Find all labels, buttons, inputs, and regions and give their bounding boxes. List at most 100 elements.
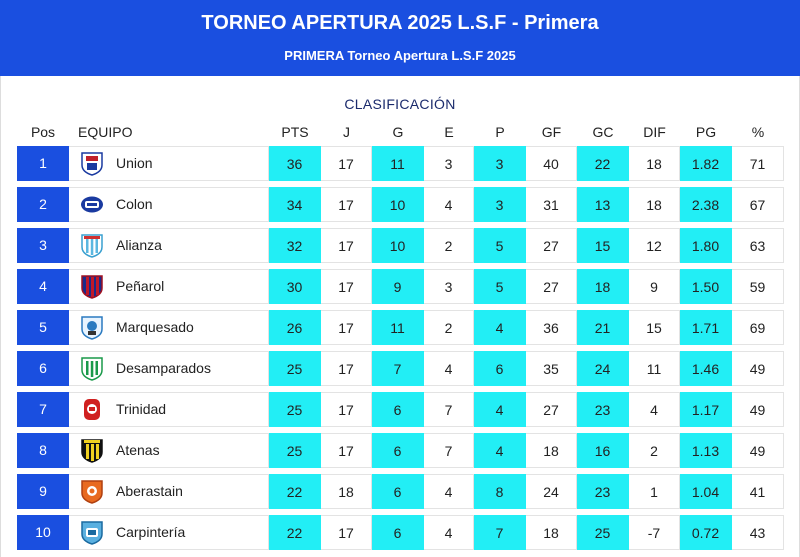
cell-gf: 24 [526, 474, 577, 509]
trinidad-crest-icon [79, 397, 105, 422]
cell-pts: 34 [269, 187, 321, 222]
cell-p: 4 [474, 392, 526, 427]
cell-dif: 18 [629, 187, 680, 222]
team-name[interactable]: Union [116, 155, 153, 171]
cell-gf: 27 [526, 228, 577, 263]
cell-p: 8 [474, 474, 526, 509]
cell-gf: 27 [526, 392, 577, 427]
cell-pts: 22 [269, 474, 321, 509]
cell-p: 4 [474, 433, 526, 468]
page-title: TORNEO APERTURA 2025 L.S.F - Primera [201, 12, 599, 34]
table-row[interactable]: 6 25 17 7 4 6 35 24 11 1.46 49 Desamparados [17, 351, 784, 386]
cell-e: 4 [424, 474, 474, 509]
cell-dif: 11 [629, 351, 680, 386]
table-row[interactable]: 10 22 17 6 4 7 18 25 -7 0.72 43 Carpintería [17, 515, 784, 550]
cell-j: 17 [321, 187, 372, 222]
team-name[interactable]: Marquesado [116, 319, 194, 335]
team-name[interactable]: Peñarol [116, 278, 165, 294]
cell-p: 4 [474, 310, 526, 345]
cell-p: 5 [474, 269, 526, 304]
cell-e: 4 [424, 515, 474, 550]
cell-pos: 4 [17, 269, 69, 304]
cell-pg: 1.82 [680, 146, 732, 181]
cell-gf: 36 [526, 310, 577, 345]
cell-j: 17 [321, 392, 372, 427]
table-row[interactable]: 1 36 17 11 3 3 40 22 18 1.82 71 Union [17, 146, 784, 181]
cell-pts: 25 [269, 392, 321, 427]
team-name[interactable]: Atenas [116, 442, 160, 458]
team-name[interactable]: Trinidad [116, 401, 167, 417]
cell-j: 18 [321, 474, 372, 509]
cell-p: 7 [474, 515, 526, 550]
column-header-pct: % [751, 124, 765, 140]
team-name[interactable]: Alianza [116, 237, 162, 253]
table-row[interactable]: 2 34 17 10 4 3 31 13 18 2.38 67 Colon [17, 187, 784, 222]
cell-pos: 7 [17, 392, 69, 427]
cell-dif: 9 [629, 269, 680, 304]
cell-e: 2 [424, 228, 474, 263]
cell-dif: 18 [629, 146, 680, 181]
team-name[interactable]: Aberastain [116, 483, 183, 499]
team-name[interactable]: Desamparados [116, 360, 211, 376]
cell-gc: 15 [577, 228, 629, 263]
cell-e: 4 [424, 351, 474, 386]
aberastain-crest-icon [79, 479, 105, 504]
column-header-e: E [444, 124, 454, 140]
cell-gf: 35 [526, 351, 577, 386]
table-row[interactable]: 7 25 17 6 7 4 27 23 4 1.17 49 Trinidad [17, 392, 784, 427]
cell-p: 3 [474, 187, 526, 222]
cell-pct: 67 [732, 187, 784, 222]
cell-g: 6 [372, 474, 424, 509]
cell-j: 17 [321, 146, 372, 181]
colon-crest-icon [79, 192, 105, 217]
cell-pct: 69 [732, 310, 784, 345]
cell-gc: 18 [577, 269, 629, 304]
cell-dif: 12 [629, 228, 680, 263]
cell-pts: 26 [269, 310, 321, 345]
cell-g: 6 [372, 515, 424, 550]
cell-pg: 0.72 [680, 515, 732, 550]
team-cell [69, 433, 269, 468]
cell-pct: 63 [732, 228, 784, 263]
cell-g: 10 [372, 187, 424, 222]
cell-gc: 23 [577, 392, 629, 427]
cell-pos: 8 [17, 433, 69, 468]
desamparados-crest-icon [79, 356, 105, 381]
cell-pos: 5 [17, 310, 69, 345]
team-cell [69, 351, 269, 386]
table-row[interactable]: 3 32 17 10 2 5 27 15 12 1.80 63 Alianza [17, 228, 784, 263]
cell-pos: 6 [17, 351, 69, 386]
cell-gf: 18 [526, 515, 577, 550]
cell-dif: 1 [629, 474, 680, 509]
team-name[interactable]: Colon [116, 196, 153, 212]
team-cell [69, 392, 269, 427]
cell-pg: 1.04 [680, 474, 732, 509]
cell-pg: 1.71 [680, 310, 732, 345]
cell-j: 17 [321, 515, 372, 550]
column-header-pg: PG [695, 124, 717, 140]
table-row[interactable]: 8 25 17 6 7 4 18 16 2 1.13 49 Atenas [17, 433, 784, 468]
cell-pct: 43 [732, 515, 784, 550]
cell-e: 7 [424, 433, 474, 468]
cell-g: 7 [372, 351, 424, 386]
table-row[interactable]: 5 26 17 11 2 4 36 21 15 1.71 69 Marquesado [17, 310, 784, 345]
penarol-crest-icon [79, 274, 105, 299]
column-header-p: P [495, 124, 505, 140]
table-row[interactable]: 4 30 17 9 3 5 27 18 9 1.50 59 Peñarol [17, 269, 784, 304]
cell-pts: 36 [269, 146, 321, 181]
team-cell [69, 146, 269, 181]
cell-pts: 30 [269, 269, 321, 304]
cell-gc: 24 [577, 351, 629, 386]
cell-gf: 40 [526, 146, 577, 181]
cell-gf: 18 [526, 433, 577, 468]
team-cell [69, 474, 269, 509]
team-cell [69, 228, 269, 263]
column-header-gf: GF [541, 124, 562, 140]
table-row[interactable]: 9 22 18 6 4 8 24 23 1 1.04 41 Aberastain [17, 474, 784, 509]
cell-e: 2 [424, 310, 474, 345]
column-header-pos: Pos [30, 124, 56, 140]
cell-j: 17 [321, 269, 372, 304]
team-name[interactable]: Carpintería [116, 524, 186, 540]
team-cell [69, 515, 269, 550]
cell-pct: 71 [732, 146, 784, 181]
